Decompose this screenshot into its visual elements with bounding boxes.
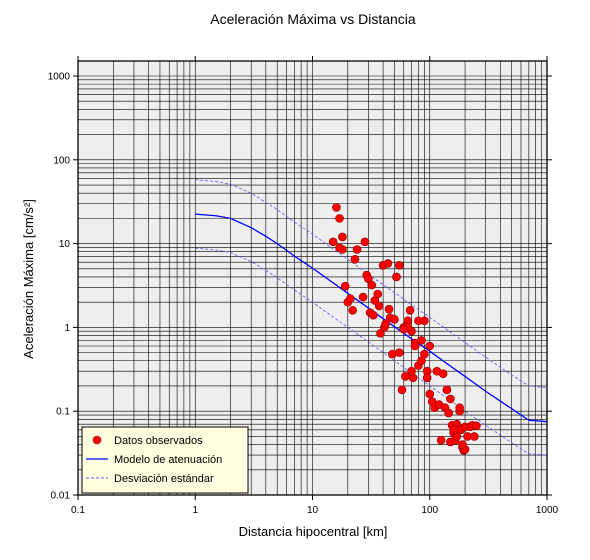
observed-data-point [348,305,357,315]
observed-data-point [335,214,344,223]
observed-data-point [373,289,383,299]
y-tick-label: 0.01 [51,491,71,502]
x-tick-label: 100 [421,505,438,516]
x-axis-label: Distancia hipocentral [km] [239,524,388,539]
observed-data-point [414,316,423,326]
axis-ticks [73,56,552,500]
observed-data-point [367,280,377,290]
y-tick-label: 1000 [48,72,71,83]
observed-data-point [392,272,401,282]
legend-label: Datos observados [114,435,203,447]
legend-label: Desviación estándar [114,473,214,485]
observed-data-point [420,349,429,359]
observed-data-point [455,403,464,413]
std-deviation-line [195,247,547,456]
observed-data-point [449,425,458,435]
observed-data-point [388,349,397,359]
legend: Datos observados Modelo de atenuación Desv… [81,426,249,494]
observed-data-point [368,310,378,320]
y-axis-label: Aceleración Máxima [cm/s²] [21,199,36,359]
chart-title: Aceleración Máxima vs Distancia [210,11,416,27]
observed-data-point [397,385,407,395]
observed-data-point [358,292,368,302]
observed-data-point [425,341,435,351]
std-deviation-line [195,179,547,389]
observed-data-point [395,261,404,270]
observed-data-point [410,341,420,351]
observed-data-point [395,348,404,357]
observed-data-point [438,369,448,379]
observed-data-point [384,304,394,314]
observed-data-point [335,243,344,253]
y-tick-label: 1 [64,323,70,334]
y-tick-label: 100 [53,155,70,166]
observed-data-point [350,254,360,264]
legend-marker-points [92,435,102,445]
y-tick-label: 10 [59,239,71,250]
y-tick-label: 0.1 [56,407,70,418]
observed-data-point [399,324,409,334]
observed-data-point [374,301,384,311]
observed-data-point [436,435,446,445]
observed-data-point [345,294,355,304]
observed-data-point [458,440,467,449]
observed-data-point [405,305,415,315]
observed-data-point [360,237,370,247]
observed-data-point [470,432,479,441]
observed-data-point [425,389,435,399]
series-group [195,179,547,456]
observed-data-point [340,281,350,291]
observed-data-point [383,259,393,268]
observed-data-point [390,314,399,324]
legend-label: Modelo de atenuación [114,454,222,466]
observed-data-point [472,421,481,431]
x-tick-label: 1 [192,505,198,516]
observed-data-point [442,385,452,395]
observed-data-point [352,245,362,254]
observed-data-point [422,373,432,383]
observed-data-point [338,232,347,242]
attenuation-model-line [195,213,547,423]
x-tick-label: 10 [307,505,319,516]
legend-box [81,426,249,494]
grid-lines [77,61,547,496]
x-tick-label: 0.1 [71,505,85,516]
observed-data-point [417,336,426,345]
observed-data-point [444,408,453,418]
observed-data-point [446,394,455,404]
observed-data-point [407,366,416,376]
observed-data-point [376,329,385,338]
observed-data-point [332,203,341,212]
x-tick-label: 1000 [536,505,559,516]
observed-data-point [328,237,338,247]
observed-data-point [381,319,390,329]
